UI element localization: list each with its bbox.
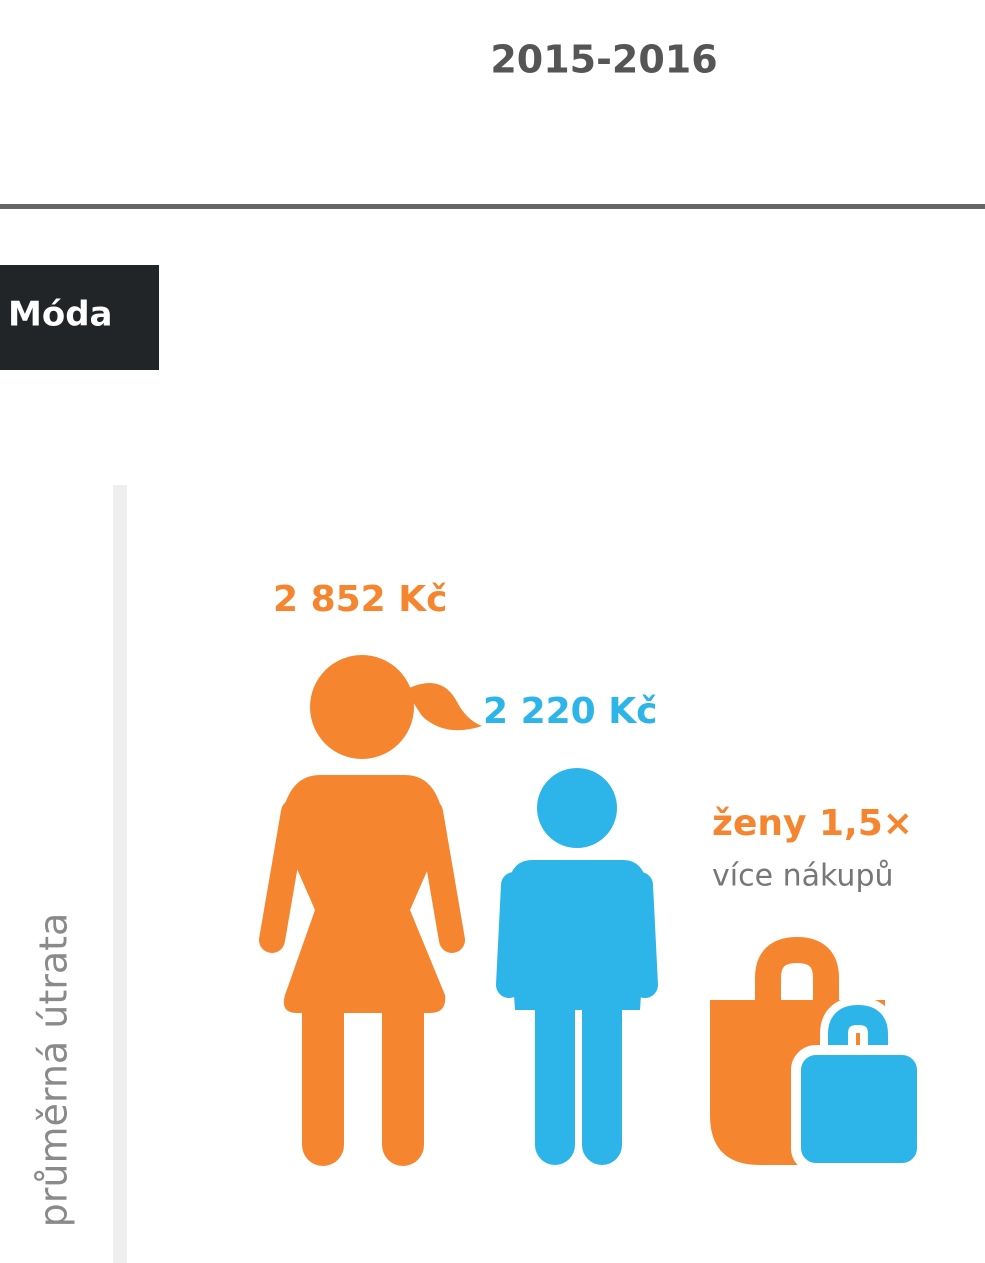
man-figure [496,768,658,1165]
women-value: 2 852 Kč [273,579,448,620]
woman-figure [259,655,482,1166]
axis-label: průměrná útrata [32,913,76,1228]
category-box [0,265,159,370]
note-text: více nákupů [712,859,894,894]
year-title: 2015-2016 [490,38,717,82]
men-value: 2 220 Kč [483,691,658,732]
category-label: Móda [8,295,112,335]
note-highlight: ženy 1,5× [712,803,913,844]
shopping-bags [710,936,927,1173]
divider [0,204,985,209]
axis-bar [113,485,127,1263]
